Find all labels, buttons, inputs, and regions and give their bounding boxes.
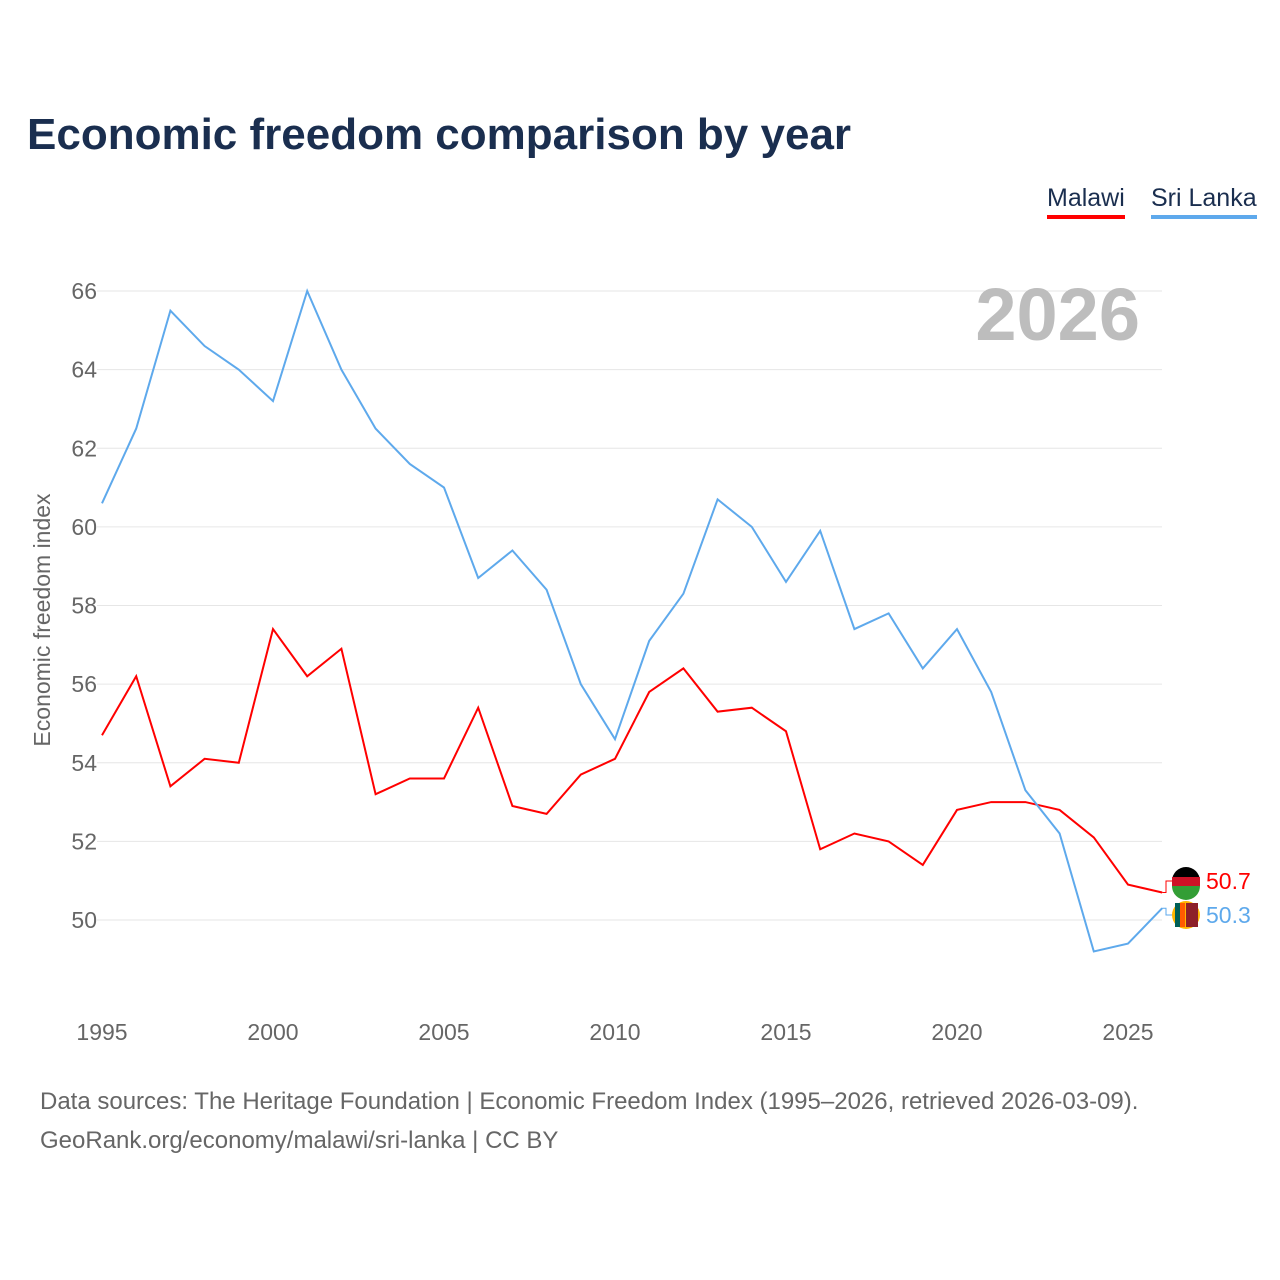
series-line-sri-lanka xyxy=(101,288,1163,953)
sri-lanka-flag-orange xyxy=(1180,903,1185,927)
y-tick-label: 56 xyxy=(71,671,97,697)
malawi-flag-green-stripe xyxy=(1172,886,1200,900)
footer-link: GeoRank.org/economy/malawi/sri-lanka | C… xyxy=(40,1127,559,1154)
y-tick-label: 66 xyxy=(71,278,97,304)
y-tick-label: 60 xyxy=(71,514,97,540)
x-tick-label: 2020 xyxy=(931,1019,982,1045)
end-value-label: 50.7 xyxy=(1206,868,1251,894)
end-connector xyxy=(1162,907,1172,916)
x-tick-label: 2025 xyxy=(1102,1019,1153,1045)
year-watermark: 2026 xyxy=(975,273,1140,356)
footer-sources: Data sources: The Heritage Foundation | … xyxy=(40,1088,1139,1115)
sri-lanka-flag-maroon xyxy=(1186,903,1198,927)
legend-malawi[interactable]: Malawi xyxy=(1047,184,1125,219)
y-tick-label: 64 xyxy=(71,357,97,383)
series-line-malawi xyxy=(101,626,1163,894)
legend-sri-lanka[interactable]: Sri Lanka xyxy=(1151,184,1257,219)
x-tick-label: 1995 xyxy=(76,1019,127,1045)
end-connector xyxy=(1162,880,1172,893)
x-tick-label: 2015 xyxy=(760,1019,811,1045)
y-tick-label: 54 xyxy=(71,750,97,776)
x-tick-label: 2005 xyxy=(418,1019,469,1045)
chart-title: Economic freedom comparison by year xyxy=(27,110,852,159)
end-value-label: 50.3 xyxy=(1206,902,1251,928)
y-axis-label: Economic freedom index xyxy=(29,493,55,747)
x-tick-label: 2010 xyxy=(589,1019,640,1045)
y-tick-label: 52 xyxy=(71,828,97,854)
y-tick-label: 50 xyxy=(71,907,97,933)
x-tick-label: 2000 xyxy=(247,1019,298,1045)
y-tick-label: 62 xyxy=(71,435,97,461)
y-tick-label: 58 xyxy=(71,593,97,619)
sri-lanka-flag-green xyxy=(1175,903,1180,927)
malawi-flag-red-stripe xyxy=(1172,877,1200,886)
